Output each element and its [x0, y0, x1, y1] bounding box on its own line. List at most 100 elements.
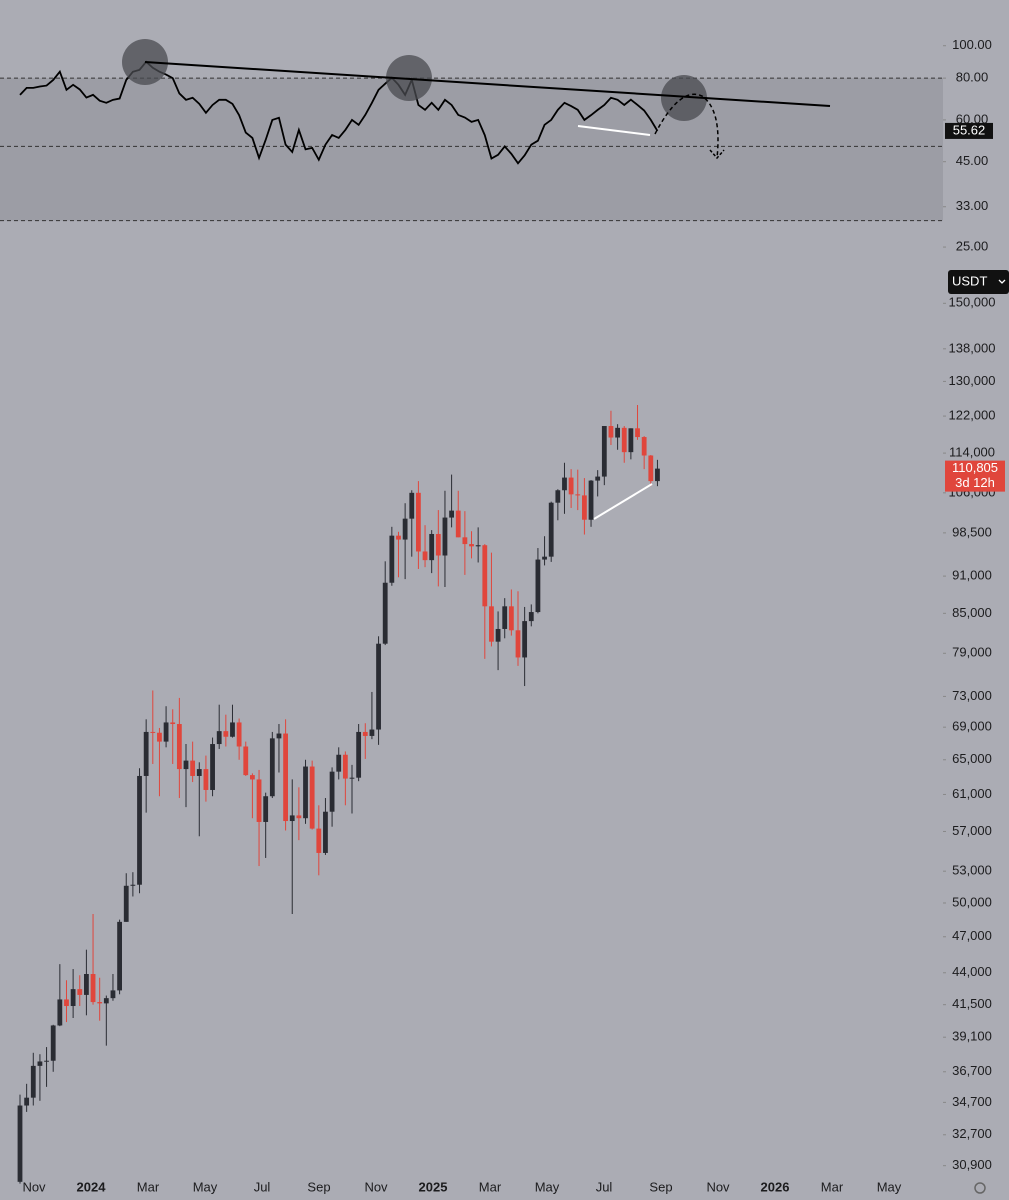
candle-body — [555, 490, 561, 503]
candle-body — [269, 738, 275, 797]
candle-body — [349, 777, 355, 779]
candle-body — [64, 999, 69, 1007]
y-tick-label: 50,000 — [952, 894, 992, 909]
candle-body — [250, 775, 255, 780]
currency-button[interactable] — [948, 270, 1009, 294]
y-tick-label: 34,700 — [952, 1094, 992, 1109]
x-tick-label: May — [535, 1179, 560, 1194]
candle-body — [562, 477, 567, 491]
y-tick-label: 91,000 — [952, 568, 992, 583]
last-value-box — [945, 122, 993, 139]
y-tick-label: 65,000 — [952, 751, 992, 766]
y-tick-label: 122,000 — [949, 408, 996, 423]
settings-icon[interactable] — [974, 1182, 986, 1194]
candle-body — [190, 760, 196, 776]
candle-body — [90, 974, 96, 1003]
currency-label[interactable]: USDT — [952, 273, 987, 288]
x-tick-label: Nov — [706, 1179, 730, 1194]
candle-body — [323, 811, 328, 853]
candle-body — [37, 1061, 43, 1066]
candle-body — [150, 731, 156, 733]
candle-body — [50, 1025, 56, 1061]
y-tick-label: 32,700 — [952, 1126, 992, 1141]
countdown-label: 3d 12h — [955, 475, 995, 490]
candle-body — [44, 1060, 49, 1062]
candle-body — [163, 722, 169, 742]
candle-body — [203, 769, 209, 790]
arrow-head — [709, 149, 725, 160]
candle-body — [117, 921, 122, 991]
y-tick-label: 60.00 — [956, 111, 989, 126]
candle-body — [655, 468, 660, 482]
x-tick-label: May — [193, 1179, 218, 1194]
candle-body — [216, 731, 222, 745]
candle-body — [256, 779, 262, 822]
annotations — [122, 39, 831, 520]
rsi-line — [19, 60, 659, 165]
candle-body — [316, 828, 322, 853]
x-tick-label: Mar — [137, 1179, 160, 1194]
last-price-label: 110,805 — [952, 460, 998, 475]
y-tick-label: 114,000 — [949, 445, 995, 460]
trend-line — [144, 61, 831, 107]
x-tick-label: Jul — [596, 1179, 613, 1194]
projection-arrow — [654, 93, 719, 159]
candle-body — [309, 766, 315, 829]
candle-body — [356, 731, 362, 778]
candle-body — [170, 722, 176, 725]
candle-body — [482, 545, 488, 607]
rsi-band-fill — [0, 78, 943, 221]
candle-body — [17, 1105, 23, 1182]
currency-selector[interactable]: USDT — [948, 270, 1009, 294]
candle-body — [508, 606, 514, 631]
x-tick-label: 2026 — [761, 1179, 790, 1194]
y-tick-label: 138,000 — [949, 340, 996, 355]
y-tick-label: 100.00 — [952, 37, 992, 52]
candle-body — [342, 754, 348, 779]
candle-body — [402, 518, 408, 540]
candle-body — [601, 426, 607, 477]
y-tick-label: 39,100 — [952, 1029, 992, 1044]
x-tick-label: May — [877, 1179, 902, 1194]
y-tick-label: 150,000 — [949, 295, 996, 310]
candle-body — [455, 510, 461, 538]
candle-body — [84, 974, 89, 995]
plot: 100.00 80.00 60.00 45.00 33.00 25.00 55.62 150,… — [0, 37, 1005, 1194]
x-tick-label: Sep — [307, 1179, 330, 1194]
candle-body — [376, 643, 381, 730]
x-tick-label: Nov — [364, 1179, 388, 1194]
candle-body — [223, 731, 229, 737]
candle-body — [495, 628, 501, 642]
candle-body — [475, 545, 481, 547]
x-tick-label: Mar — [479, 1179, 502, 1194]
candle-body — [469, 544, 474, 547]
candle-body — [615, 427, 620, 438]
y-tick-label: 47,000 — [952, 928, 992, 943]
candle-body — [489, 606, 494, 642]
candle-body — [70, 989, 76, 1007]
candle-body — [382, 582, 388, 644]
x-tick-label: 2024 — [77, 1179, 107, 1194]
y-tick-label: 41,500 — [952, 996, 992, 1011]
candle-body — [409, 492, 415, 519]
candle-body — [336, 754, 342, 772]
candle-body — [329, 771, 335, 812]
candle-body — [123, 885, 129, 922]
divergence-line — [593, 483, 653, 520]
candle-body — [230, 722, 235, 737]
chevron — [998, 279, 1006, 284]
divergence-line — [577, 125, 651, 136]
last-value-label: 55.62 — [953, 122, 986, 137]
candle-body — [362, 731, 368, 736]
candle-body — [435, 533, 441, 556]
candle-body — [582, 495, 587, 520]
y-tick-label: 79,000 — [952, 645, 992, 660]
candle-body — [635, 428, 640, 438]
candle-body — [57, 999, 63, 1026]
candle-body — [97, 1002, 103, 1004]
candle-body — [303, 766, 308, 819]
candle-body — [608, 426, 614, 438]
candle-body — [462, 537, 468, 545]
